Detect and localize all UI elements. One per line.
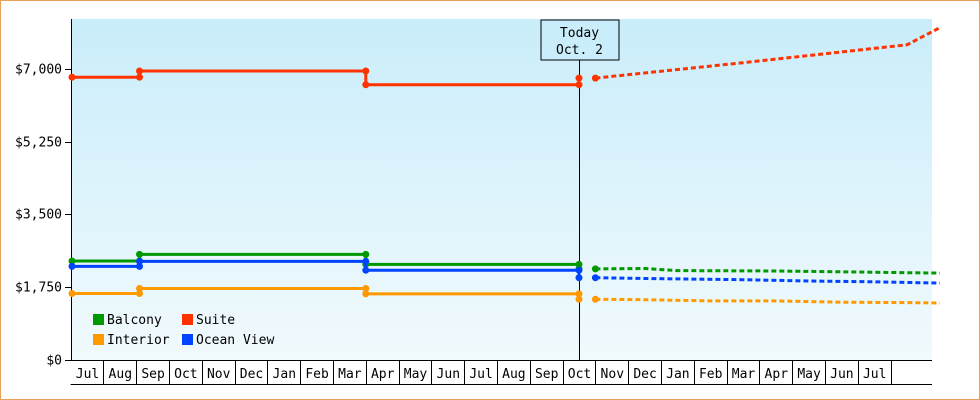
x-month-label: Jul (76, 367, 99, 382)
x-month-label: Dec (633, 367, 656, 382)
suite-point (136, 73, 143, 81)
y-tick-label: $3,500 (15, 208, 62, 223)
legend-label-ocean-view: Ocean View (196, 333, 274, 348)
today-marker: Today Oct. 2 (540, 19, 620, 360)
ocean-view-point (136, 257, 143, 265)
y-tick-label: $0 (46, 354, 62, 369)
x-month-label: Nov (601, 367, 625, 382)
legend-swatch-interior (93, 334, 104, 345)
interior-point (362, 285, 370, 292)
today-label-box (540, 19, 620, 61)
x-month-label: Dec (240, 367, 263, 382)
balcony-point (68, 257, 76, 265)
interior-point (362, 290, 370, 298)
x-month-label: Mar (732, 367, 756, 382)
x-month-label: Jul (469, 367, 492, 382)
x-month-label: Apr (371, 367, 395, 382)
y-tick-label: $1,750 (15, 281, 62, 296)
ocean-view-forecast-line (595, 276, 940, 285)
ocean-view-point (136, 262, 143, 270)
x-month-label: Jan (666, 367, 689, 382)
legend-swatch-ocean-view (182, 334, 193, 345)
suite-point (575, 81, 583, 89)
x-month-label: May (404, 367, 428, 382)
suite-point (68, 73, 76, 81)
ocean-view-point (575, 266, 583, 274)
x-month-label: Nov (207, 367, 231, 382)
x-month-label: Feb (305, 367, 329, 382)
legend-label-interior: Interior (107, 333, 170, 348)
interior-forecast-line (595, 297, 940, 305)
x-month-label: May (797, 367, 821, 382)
ocean-view-point (362, 257, 370, 265)
ocean-view-point (575, 274, 583, 282)
y-tick-label: $7,000 (15, 63, 62, 78)
x-month-label: Aug (502, 367, 525, 382)
plot-area (72, 19, 932, 360)
legend-swatch-balcony (93, 314, 104, 325)
x-month-label: Aug (109, 367, 132, 382)
suite-point (575, 74, 583, 82)
interior-point (575, 295, 583, 303)
interior-point (136, 285, 143, 292)
x-month-label: Jan (273, 367, 296, 382)
legend: Balcony Suite Interior Ocean View (93, 313, 274, 348)
x-month-label: Feb (699, 367, 723, 382)
x-month-label: Jun (830, 367, 853, 382)
x-month-label: Sep (141, 367, 165, 382)
x-month-label: Oct (174, 367, 197, 382)
ocean-view-point (591, 274, 599, 282)
x-month-label: Mar (338, 367, 362, 382)
suite-point (362, 67, 370, 75)
suite-point (136, 67, 143, 75)
x-month-label: Sep (535, 367, 559, 382)
x-month-label: Jul (863, 367, 886, 382)
today-label: Today (560, 26, 599, 41)
y-tick-label: $5,250 (15, 136, 62, 151)
balcony-point (136, 250, 143, 258)
interior-point (136, 290, 143, 297)
suite-forecast-line (595, 26, 941, 80)
interior-point (575, 290, 583, 298)
legend-label-suite: Suite (196, 313, 235, 328)
x-month-label: Jun (437, 367, 460, 382)
y-axis: $0 $1,750 $3,500 $5,250 $7,000 (15, 19, 72, 369)
balcony-point (362, 250, 370, 258)
today-date: Oct. 2 (556, 43, 603, 58)
ocean-view-point (68, 262, 76, 270)
ocean-view-point (362, 266, 370, 274)
suite-point (362, 81, 370, 89)
suite-point (591, 74, 599, 82)
balcony-forecast-line (595, 266, 940, 275)
legend-swatch-suite (182, 314, 193, 325)
x-month-label: Apr (765, 367, 789, 382)
x-axis: Jul Aug Sep Oct Nov Dec Jan Feb Mar Apr May Jun Jul A… (70, 360, 932, 385)
legend-label-balcony: Balcony (107, 313, 162, 328)
x-month-label: Oct (568, 367, 591, 382)
interior-point (68, 290, 76, 297)
balcony-point (591, 265, 599, 273)
series-layer (68, 26, 941, 305)
interior-point (591, 295, 599, 303)
